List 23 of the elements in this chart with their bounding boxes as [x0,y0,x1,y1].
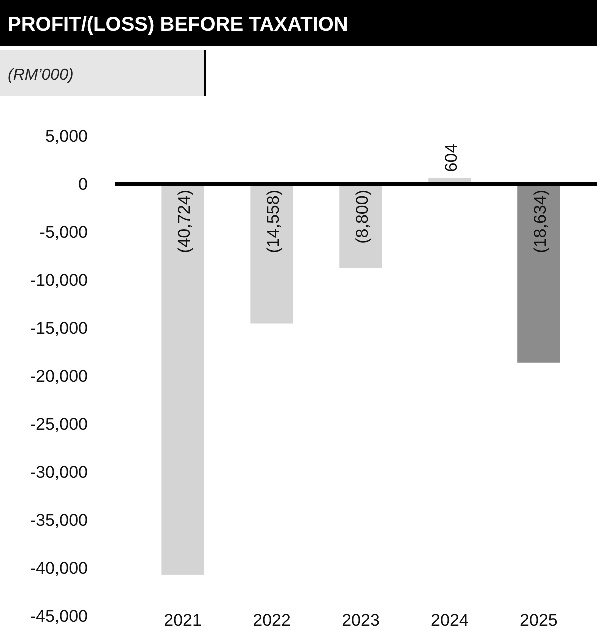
chart-title: PROFIT/(LOSS) BEFORE TAXATION [8,14,348,36]
y-tick-label: -45,000 [30,606,88,626]
y-tick-label: -20,000 [30,366,88,386]
x-tick-label: 2023 [342,611,380,630]
x-tick-label: 2024 [431,611,469,630]
data-label: 604 [442,144,461,172]
y-tick-label: -30,000 [30,462,88,482]
x-tick-label: 2022 [253,611,291,630]
y-tick-label: -40,000 [30,558,88,578]
y-tick-label: -10,000 [30,270,88,290]
y-tick-label: -15,000 [30,318,88,338]
y-tick-label: 0 [78,174,88,194]
y-tick-label: -35,000 [30,510,88,530]
data-label: (14,558) [264,190,284,254]
data-label: (40,724) [175,190,194,254]
data-label: (8,800) [353,190,372,244]
x-tick-label: 2021 [164,611,202,630]
y-tick-label: -5,000 [40,222,88,242]
data-label: (18,634) [530,190,550,254]
chart-subtitle: (RM’000) [8,67,74,84]
y-tick-label: -25,000 [30,414,88,434]
x-tick-label: 2025 [520,611,558,630]
y-tick-label: 5,000 [45,126,88,146]
